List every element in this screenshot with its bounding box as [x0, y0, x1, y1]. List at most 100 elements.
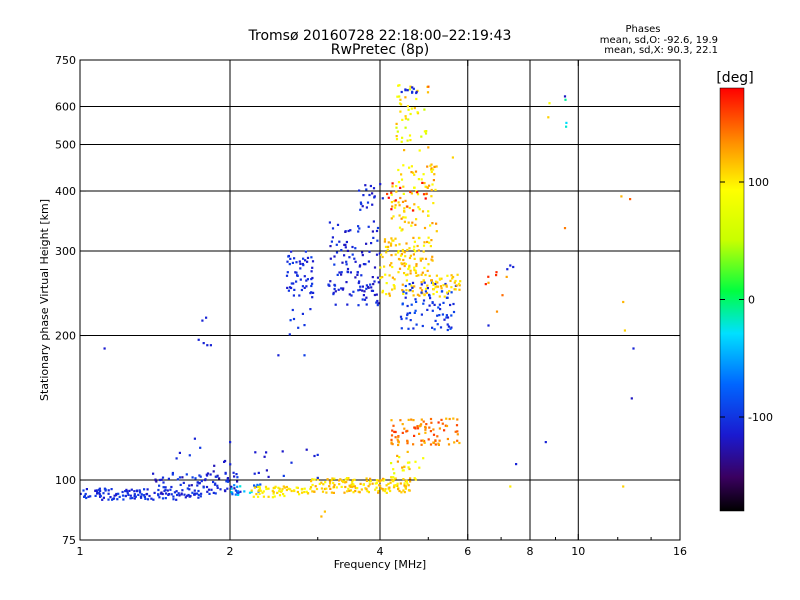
echo-point [425, 291, 429, 295]
echo-point [359, 482, 362, 485]
echo-point [349, 271, 352, 274]
echo-point [429, 245, 432, 248]
echo-point [258, 487, 261, 490]
echo-point [153, 491, 156, 494]
echo-point [121, 494, 125, 497]
echo-point [427, 438, 430, 441]
echo-point [409, 85, 412, 88]
echo-point [420, 313, 423, 316]
echo-point [405, 289, 408, 292]
echo-point [400, 229, 403, 232]
echo-point [414, 478, 417, 481]
echo-point [285, 488, 288, 492]
echo-point [236, 490, 240, 493]
echo-point [340, 271, 343, 274]
echo-point [450, 326, 453, 329]
echo-point [413, 285, 416, 288]
echo-point [178, 451, 181, 454]
echo-point [449, 303, 452, 307]
echo-point [252, 495, 255, 498]
echo-point [115, 494, 118, 497]
echo-point [383, 265, 386, 268]
echo-point [408, 256, 412, 260]
echo-point [110, 488, 113, 491]
echo-point [413, 266, 416, 269]
echo-point [515, 463, 518, 466]
echo-point [431, 222, 434, 225]
echo-point [183, 493, 186, 496]
echo-point [202, 342, 205, 345]
echo-point [441, 290, 444, 293]
echo-point [293, 288, 296, 291]
echo-point [401, 283, 404, 286]
echo-point [408, 467, 411, 471]
echo-point [306, 260, 309, 263]
echo-point [419, 257, 422, 260]
echo-point [318, 482, 321, 485]
echo-point [208, 492, 211, 495]
echo-point [412, 87, 415, 90]
echo-point [398, 214, 401, 217]
echo-point [331, 477, 334, 480]
echo-point [404, 126, 407, 129]
echo-point [358, 491, 361, 494]
echo-point [450, 274, 453, 277]
echo-point [423, 241, 426, 244]
echo-point [351, 245, 354, 249]
echo-point [390, 237, 393, 240]
echo-point [455, 424, 459, 427]
echo-point [311, 282, 314, 285]
echo-point [409, 289, 412, 292]
echo-point [421, 181, 424, 184]
echo-point [408, 206, 411, 210]
echo-point [159, 492, 162, 495]
echo-point [202, 486, 205, 489]
echo-point [191, 476, 194, 479]
echo-point [432, 428, 435, 431]
x-axis-label: Frequency [MHz] [334, 558, 426, 571]
echo-point [548, 102, 551, 105]
echo-point [408, 266, 411, 269]
chart-subtitle: RwPretec (8p) [331, 42, 429, 58]
echo-point [440, 277, 443, 280]
echo-point [95, 489, 98, 492]
echo-point [415, 274, 418, 277]
echo-point [406, 139, 409, 142]
echo-point [164, 486, 167, 489]
echo-point [443, 295, 446, 298]
echo-point [420, 291, 423, 294]
phase-info-title: Phases [625, 24, 660, 35]
echo-point [310, 480, 313, 483]
echo-point [193, 492, 197, 495]
echo-point [259, 483, 262, 486]
echo-point [321, 490, 325, 493]
echo-point [421, 324, 424, 328]
echo-point [366, 201, 370, 204]
echo-point [425, 192, 428, 195]
echo-point [140, 496, 143, 499]
echo-point [213, 483, 217, 486]
echo-point [107, 492, 110, 495]
echo-point [188, 484, 191, 487]
echo-point [309, 308, 312, 311]
echo-point [305, 448, 308, 451]
echo-point [272, 492, 275, 495]
echo-point [333, 284, 337, 287]
echo-point [255, 493, 258, 496]
echo-point [403, 251, 406, 254]
echo-point [442, 301, 445, 304]
echo-point [391, 182, 394, 185]
y-tick-label: 600 [55, 101, 76, 114]
echo-point [290, 461, 293, 464]
echo-point [288, 263, 291, 266]
echo-point [391, 443, 394, 446]
echo-point [326, 478, 329, 481]
echo-point [399, 186, 402, 189]
echo-point [443, 429, 446, 432]
echo-point [388, 488, 391, 491]
echo-point [409, 477, 412, 480]
echo-point [440, 418, 443, 421]
echo-point [393, 285, 396, 288]
x-tick-label: 10 [571, 545, 585, 558]
echo-point [336, 273, 339, 276]
